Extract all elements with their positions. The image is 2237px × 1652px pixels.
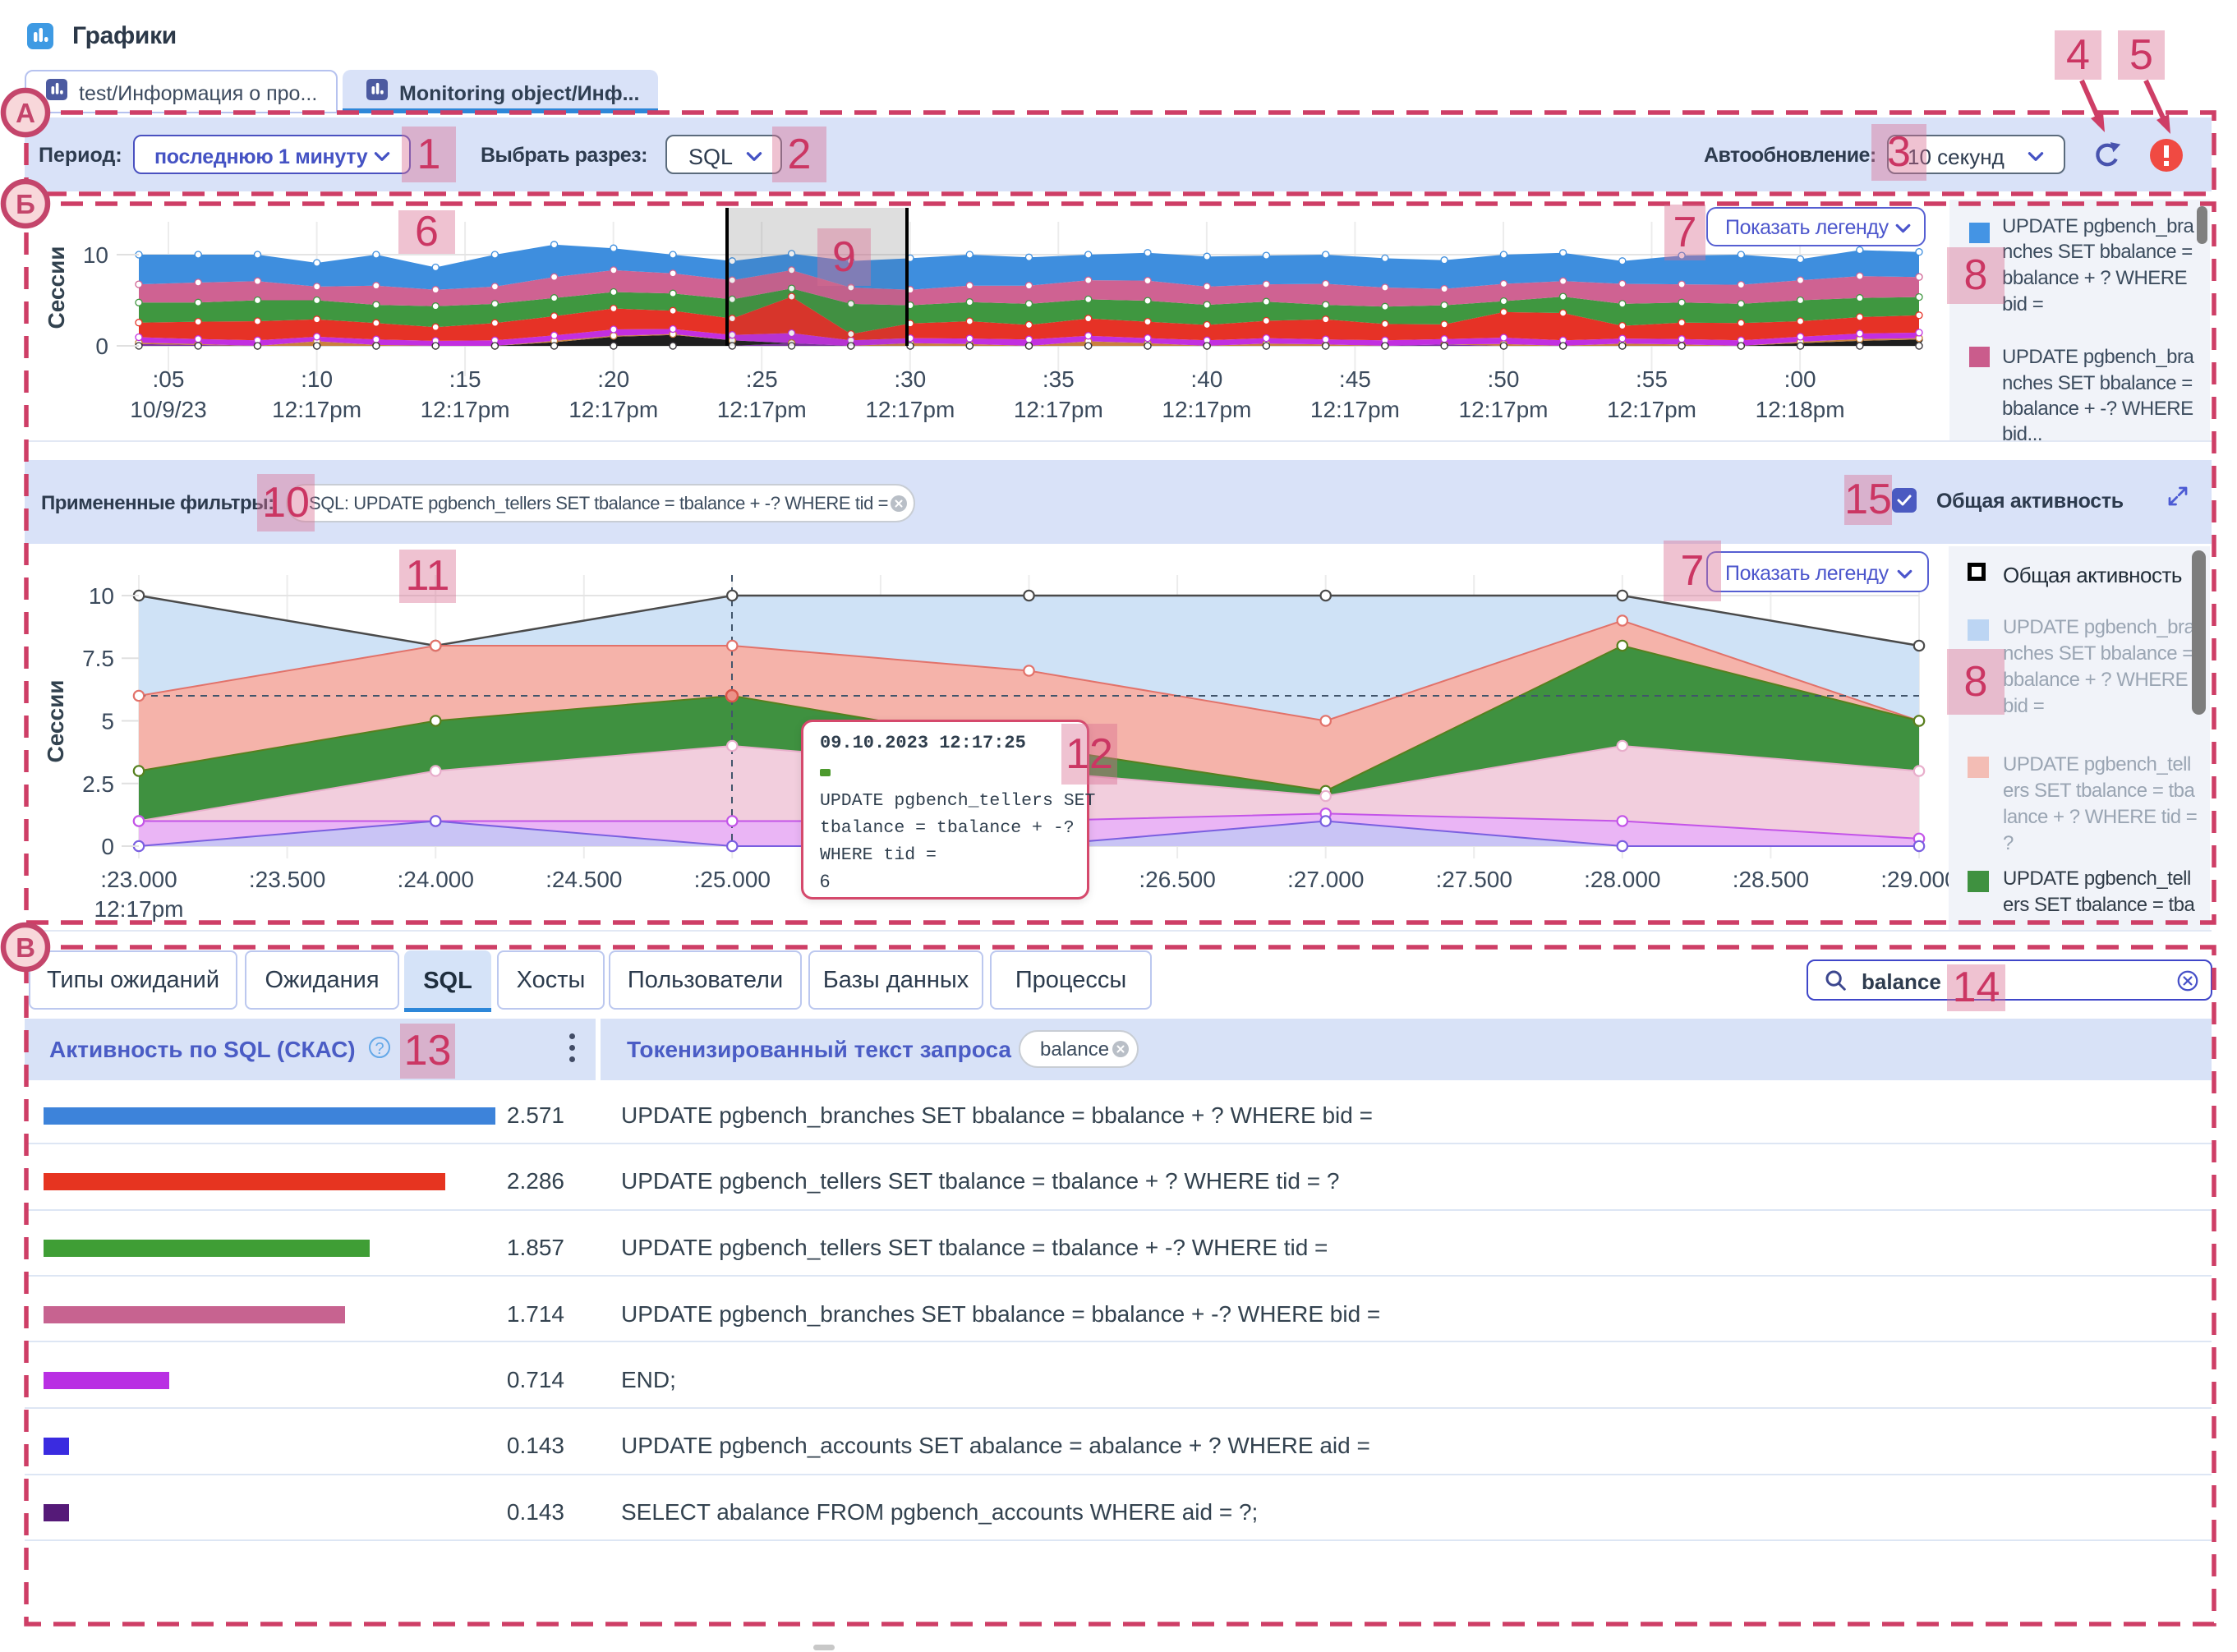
svg-text:12:17pm: 12:17pm (272, 397, 361, 422)
svg-text::25: :25 (746, 366, 778, 392)
svg-text::10: :10 (301, 366, 333, 392)
svg-text::23.000: :23.000 (100, 867, 177, 892)
svg-text::05: :05 (153, 366, 185, 392)
svg-text:12:17pm: 12:17pm (1607, 397, 1696, 422)
svg-text:10/9/23: 10/9/23 (130, 397, 206, 422)
svg-text::28.000: :28.000 (1584, 867, 1660, 892)
svg-text::24.000: :24.000 (397, 867, 473, 892)
svg-text:5: 5 (101, 709, 114, 734)
svg-text::29.000: :29.000 (1880, 867, 1949, 892)
svg-text:0: 0 (101, 834, 114, 859)
svg-text:12:17pm: 12:17pm (421, 397, 510, 422)
svg-text::55: :55 (1636, 366, 1668, 392)
svg-text::35: :35 (1043, 366, 1075, 392)
svg-text::24.500: :24.500 (545, 867, 622, 892)
svg-text:10: 10 (89, 583, 114, 609)
svg-text:2.5: 2.5 (82, 771, 114, 797)
svg-text:12:18pm: 12:18pm (1756, 397, 1845, 422)
svg-text:12:17pm: 12:17pm (568, 397, 658, 422)
svg-text::30: :30 (894, 366, 926, 392)
svg-text::45: :45 (1339, 366, 1371, 392)
svg-text::50: :50 (1488, 366, 1520, 392)
svg-text::00: :00 (1784, 366, 1816, 392)
svg-text:12:17pm: 12:17pm (94, 896, 184, 922)
svg-text::27.000: :27.000 (1287, 867, 1364, 892)
svg-text:10: 10 (83, 242, 108, 268)
svg-text::28.500: :28.500 (1733, 867, 1809, 892)
svg-text:12:17pm: 12:17pm (1310, 397, 1400, 422)
svg-text:0: 0 (95, 334, 108, 359)
svg-text:12:17pm: 12:17pm (1162, 397, 1251, 422)
svg-text:12:17pm: 12:17pm (1014, 397, 1103, 422)
svg-text::23.500: :23.500 (249, 867, 325, 892)
svg-text:12:17pm: 12:17pm (865, 397, 955, 422)
svg-text::26.500: :26.500 (1139, 867, 1215, 892)
svg-text:Сессии: Сессии (44, 246, 69, 329)
svg-text::20: :20 (597, 366, 629, 392)
svg-text:Сессии: Сессии (43, 680, 68, 763)
svg-text:12:17pm: 12:17pm (1459, 397, 1549, 422)
svg-text:7.5: 7.5 (82, 646, 114, 671)
svg-text::40: :40 (1190, 366, 1222, 392)
svg-text::15: :15 (449, 366, 481, 392)
svg-text::27.500: :27.500 (1435, 867, 1512, 892)
svg-text:12:17pm: 12:17pm (717, 397, 807, 422)
svg-text::25.000: :25.000 (694, 867, 771, 892)
